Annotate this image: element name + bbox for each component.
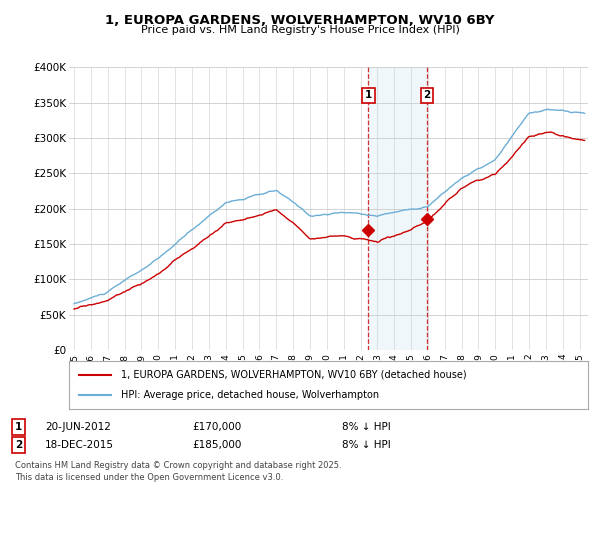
Text: 2: 2: [424, 91, 431, 100]
Text: 1: 1: [15, 422, 22, 432]
Text: £185,000: £185,000: [192, 440, 241, 450]
Text: £170,000: £170,000: [192, 422, 241, 432]
Text: Price paid vs. HM Land Registry's House Price Index (HPI): Price paid vs. HM Land Registry's House …: [140, 25, 460, 35]
Text: 1, EUROPA GARDENS, WOLVERHAMPTON, WV10 6BY: 1, EUROPA GARDENS, WOLVERHAMPTON, WV10 6…: [105, 14, 495, 27]
Bar: [368, 67, 427, 350]
Text: 2: 2: [15, 440, 22, 450]
Text: This data is licensed under the Open Government Licence v3.0.: This data is licensed under the Open Gov…: [15, 473, 283, 482]
Text: HPI: Average price, detached house, Wolverhampton: HPI: Average price, detached house, Wolv…: [121, 390, 379, 400]
Text: 20-JUN-2012: 20-JUN-2012: [45, 422, 111, 432]
Text: 1: 1: [365, 91, 372, 100]
Text: 8% ↓ HPI: 8% ↓ HPI: [342, 422, 391, 432]
Text: 18-DEC-2015: 18-DEC-2015: [45, 440, 114, 450]
Text: 8% ↓ HPI: 8% ↓ HPI: [342, 440, 391, 450]
Text: 1, EUROPA GARDENS, WOLVERHAMPTON, WV10 6BY (detached house): 1, EUROPA GARDENS, WOLVERHAMPTON, WV10 6…: [121, 370, 467, 380]
Text: Contains HM Land Registry data © Crown copyright and database right 2025.: Contains HM Land Registry data © Crown c…: [15, 461, 341, 470]
